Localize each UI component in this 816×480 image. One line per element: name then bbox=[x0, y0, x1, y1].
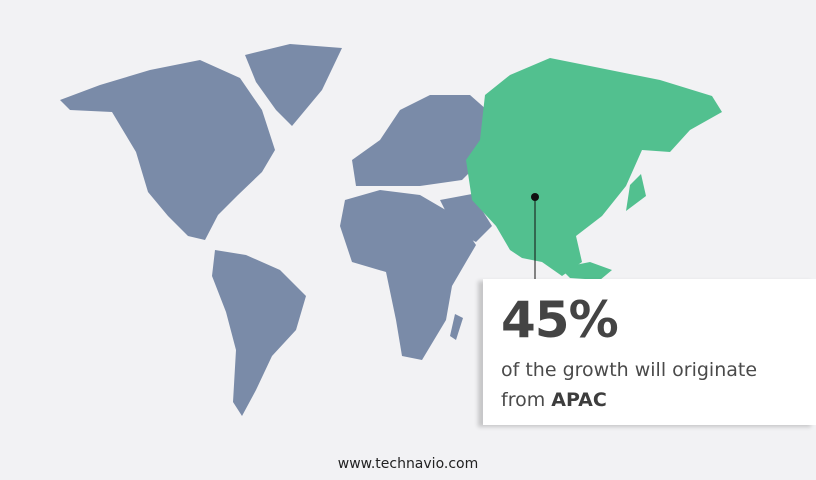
callout-card: 45% of the growth will originate from AP… bbox=[483, 279, 816, 425]
region-japan bbox=[626, 174, 646, 211]
callout-text: of the growth will originate bbox=[501, 359, 758, 381]
region-madagascar bbox=[450, 314, 463, 340]
region-apac bbox=[466, 58, 722, 276]
growth-percentage: 45% bbox=[501, 291, 619, 349]
callout-text-prefix: from bbox=[501, 389, 546, 411]
region-africa bbox=[340, 190, 476, 360]
region-indonesia bbox=[560, 262, 612, 280]
region-north-america bbox=[60, 60, 275, 240]
footer-website: www.technavio.com bbox=[337, 456, 479, 472]
callout-description: of the growth will originate from APAC bbox=[501, 355, 757, 415]
region-south-america bbox=[212, 250, 306, 416]
callout-region: APAC bbox=[551, 389, 607, 411]
region-greenland bbox=[245, 44, 342, 126]
callout-pointer-dot bbox=[531, 193, 539, 201]
region-europe bbox=[352, 95, 487, 186]
